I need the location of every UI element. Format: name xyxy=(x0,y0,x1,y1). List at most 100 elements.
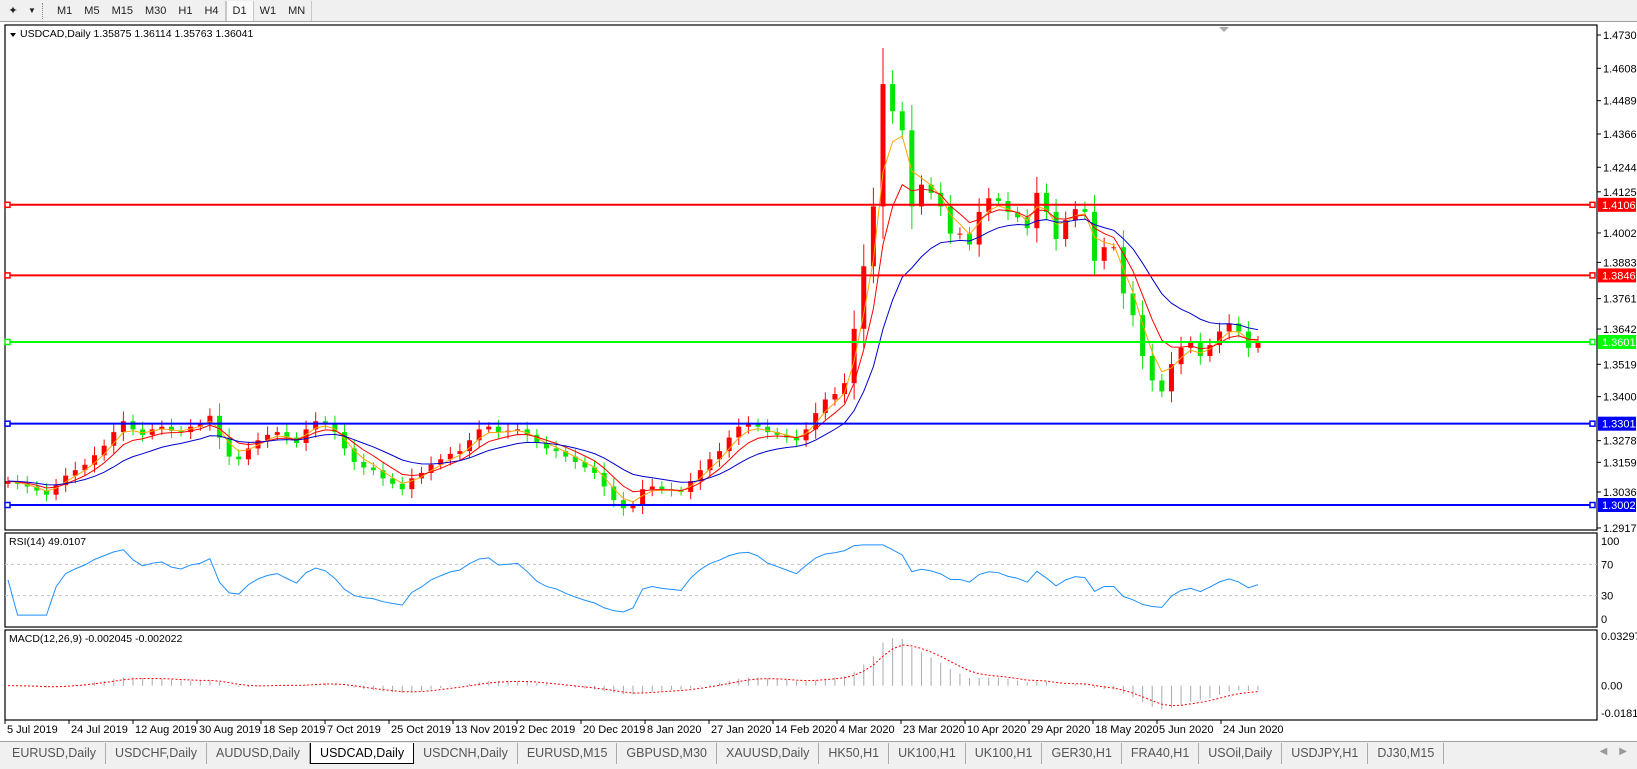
timeframe-m15[interactable]: M15 xyxy=(111,4,133,17)
chart-tab[interactable]: AUDUSD,Daily xyxy=(207,743,311,764)
price-tick-label: 1.44890 xyxy=(1603,96,1637,108)
level-handle[interactable] xyxy=(1589,201,1596,209)
drawing-tools-icon[interactable]: ✦ xyxy=(8,5,18,17)
candle-body xyxy=(957,233,963,235)
candle-body xyxy=(236,456,242,460)
price-tick-label: 1.30365 xyxy=(1603,487,1637,499)
rsi-axis-label: 70 xyxy=(1601,559,1613,571)
chart-tab[interactable]: USDCHF,Daily xyxy=(106,743,207,764)
candle-body xyxy=(1111,247,1117,249)
candle-body xyxy=(467,440,473,452)
date-tick-label: 29 Apr 2020 xyxy=(1031,724,1090,736)
candle-body xyxy=(1226,323,1232,332)
candle-body xyxy=(409,478,415,490)
level-handle[interactable] xyxy=(1589,272,1596,279)
timeframe-toolbar: ✦ ▼ M1 M5 M15 M30 H1 H4 D1 W1 MN xyxy=(0,0,1637,22)
date-tick-label: 27 Jan 2020 xyxy=(711,724,772,736)
level-handle[interactable] xyxy=(4,201,11,209)
level-handle[interactable] xyxy=(4,338,11,346)
candle-body xyxy=(284,432,290,438)
date-tick-label: 5 Jul 2019 xyxy=(7,724,58,736)
chart-tab[interactable]: DJ30,M15 xyxy=(1368,743,1445,764)
candle-body xyxy=(322,421,328,424)
level-price-label: 1.30020 xyxy=(1602,500,1637,512)
level-price-label: 1.36015 xyxy=(1602,337,1637,349)
candle-body xyxy=(140,429,146,435)
chart-tab[interactable]: UK100,H1 xyxy=(889,743,966,764)
candle-body xyxy=(217,415,223,438)
chart-tab[interactable]: GBPUSD,M30 xyxy=(617,743,717,764)
candle-body xyxy=(168,426,174,431)
candle-body xyxy=(130,421,136,430)
timeframe-m1[interactable]: M1 xyxy=(57,4,73,17)
timeframe-buttons: M1 M5 M15 M30 H1 H4 D1 W1 MN xyxy=(51,0,313,21)
timeframe-h1[interactable]: H1 xyxy=(178,4,193,17)
candle-body xyxy=(313,421,319,430)
level-handle[interactable] xyxy=(1589,501,1596,509)
candle-body xyxy=(476,429,482,441)
chart-window[interactable]: 1.47305 1.46080 1.44890 1.43665 1.42440 1.412… xyxy=(0,22,1637,740)
macd-header: MACD(12,26,9) -0.002045 -0.002022 xyxy=(9,633,183,645)
candle-body xyxy=(745,423,751,427)
level-handle[interactable] xyxy=(1589,338,1596,346)
candle-body xyxy=(736,426,742,438)
price-tick-label: 1.31590 xyxy=(1603,457,1637,469)
candle-body xyxy=(159,426,165,430)
chart-tab[interactable]: USOil,Daily xyxy=(1199,743,1283,764)
candle-body xyxy=(1063,220,1069,240)
macd-axis-label: 0.00 xyxy=(1601,681,1622,693)
candle-body xyxy=(793,437,799,441)
tab-scroll-right-icon[interactable]: ▶ xyxy=(1619,746,1627,757)
candle-body xyxy=(918,184,924,207)
candle-body xyxy=(592,467,598,473)
candle-body xyxy=(880,84,886,207)
chart-tab[interactable]: USDCNH,Daily xyxy=(414,743,518,764)
chart-menu-triangle-icon[interactable] xyxy=(10,33,16,37)
candle-body xyxy=(909,130,915,207)
chart-tab[interactable]: USDCAD,Daily xyxy=(310,743,415,764)
chart-tab[interactable]: FRA40,H1 xyxy=(1122,743,1200,764)
level-price-badge xyxy=(1598,334,1636,349)
timeframe-m5[interactable]: M5 xyxy=(84,4,100,17)
date-tick-label: 25 Oct 2019 xyxy=(391,724,451,736)
timeframe-w1[interactable]: W1 xyxy=(259,4,277,17)
timeframe-mn[interactable]: MN xyxy=(288,4,306,17)
main-chart-panel[interactable] xyxy=(4,24,1598,531)
chart-tab[interactable]: EURUSD,M15 xyxy=(518,743,618,764)
macd-axis-label: 0.032972 xyxy=(1601,631,1637,643)
timeframe-d1[interactable]: D1 xyxy=(225,0,254,21)
candle-body xyxy=(370,467,376,471)
level-handle[interactable] xyxy=(4,272,11,279)
candle-body xyxy=(399,483,405,490)
toolbar-grip[interactable] xyxy=(42,2,47,19)
chart-tab[interactable]: EURUSD,Daily xyxy=(3,743,107,764)
candle-body xyxy=(457,451,463,454)
candle-body xyxy=(428,464,434,473)
level-handle[interactable] xyxy=(4,501,11,509)
date-tick-label: 4 Mar 2020 xyxy=(839,724,895,736)
rsi-panel[interactable] xyxy=(4,532,1598,628)
shift-marker-icon[interactable] xyxy=(1219,27,1229,32)
chart-tab[interactable]: USDJPY,H1 xyxy=(1282,743,1369,764)
chart-tab[interactable]: XAUUSD,Daily xyxy=(717,743,820,764)
chart-tab[interactable]: GER30,H1 xyxy=(1042,743,1122,764)
candle-body xyxy=(1101,247,1107,261)
timeframe-m30[interactable]: M30 xyxy=(144,4,167,17)
macd-axis-label: -0.01815 xyxy=(1601,708,1637,720)
level-price-label: 1.41060 xyxy=(1602,200,1637,212)
chart-tab[interactable]: HK50,H1 xyxy=(819,743,890,764)
chart-tab[interactable]: UK100,H1 xyxy=(966,743,1043,764)
level-handle[interactable] xyxy=(1589,420,1596,427)
candle-body xyxy=(351,448,357,463)
level-handle[interactable] xyxy=(4,420,11,427)
candle-body xyxy=(255,440,261,449)
macd-panel[interactable] xyxy=(4,629,1598,721)
date-tick-label: 18 May 2020 xyxy=(1095,724,1159,736)
candle-body xyxy=(361,462,367,468)
timeframe-h4[interactable]: H4 xyxy=(204,4,219,17)
candle-body xyxy=(197,423,203,427)
date-tick-label: 13 Nov 2019 xyxy=(455,724,517,736)
chevron-down-icon[interactable]: ▼ xyxy=(28,6,36,15)
tab-scroll-left-icon[interactable]: ◀ xyxy=(1599,746,1608,757)
candle-body xyxy=(755,423,761,427)
